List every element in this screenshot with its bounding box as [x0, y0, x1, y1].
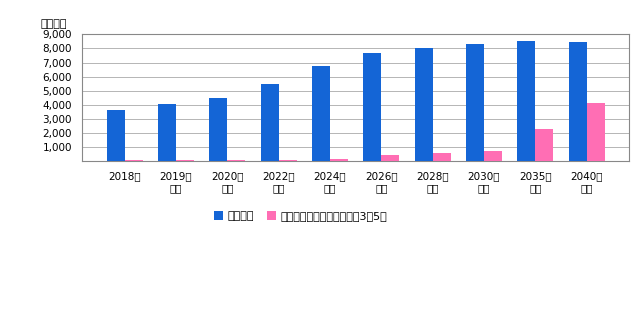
Bar	[330, 159, 348, 161]
Bar	[107, 110, 125, 161]
Text: （万台）: （万台）	[41, 19, 67, 29]
Bar	[568, 42, 587, 161]
Bar	[517, 41, 535, 161]
Bar	[278, 160, 296, 161]
Bar	[209, 98, 227, 161]
Legend: ＡＤＡＳ, 自動運転システム（レベル3～5）: ＡＤＡＳ, 自動運転システム（レベル3～5）	[214, 211, 387, 221]
Bar	[484, 151, 502, 161]
Bar	[158, 104, 176, 161]
Bar	[176, 160, 194, 161]
Bar	[433, 154, 451, 161]
Bar	[364, 53, 381, 161]
Bar	[227, 160, 245, 161]
Bar	[260, 84, 278, 161]
Bar	[415, 48, 433, 161]
Bar	[466, 44, 484, 161]
Bar	[587, 103, 605, 161]
Bar	[535, 130, 553, 161]
Bar	[312, 66, 330, 161]
Bar	[381, 156, 399, 161]
